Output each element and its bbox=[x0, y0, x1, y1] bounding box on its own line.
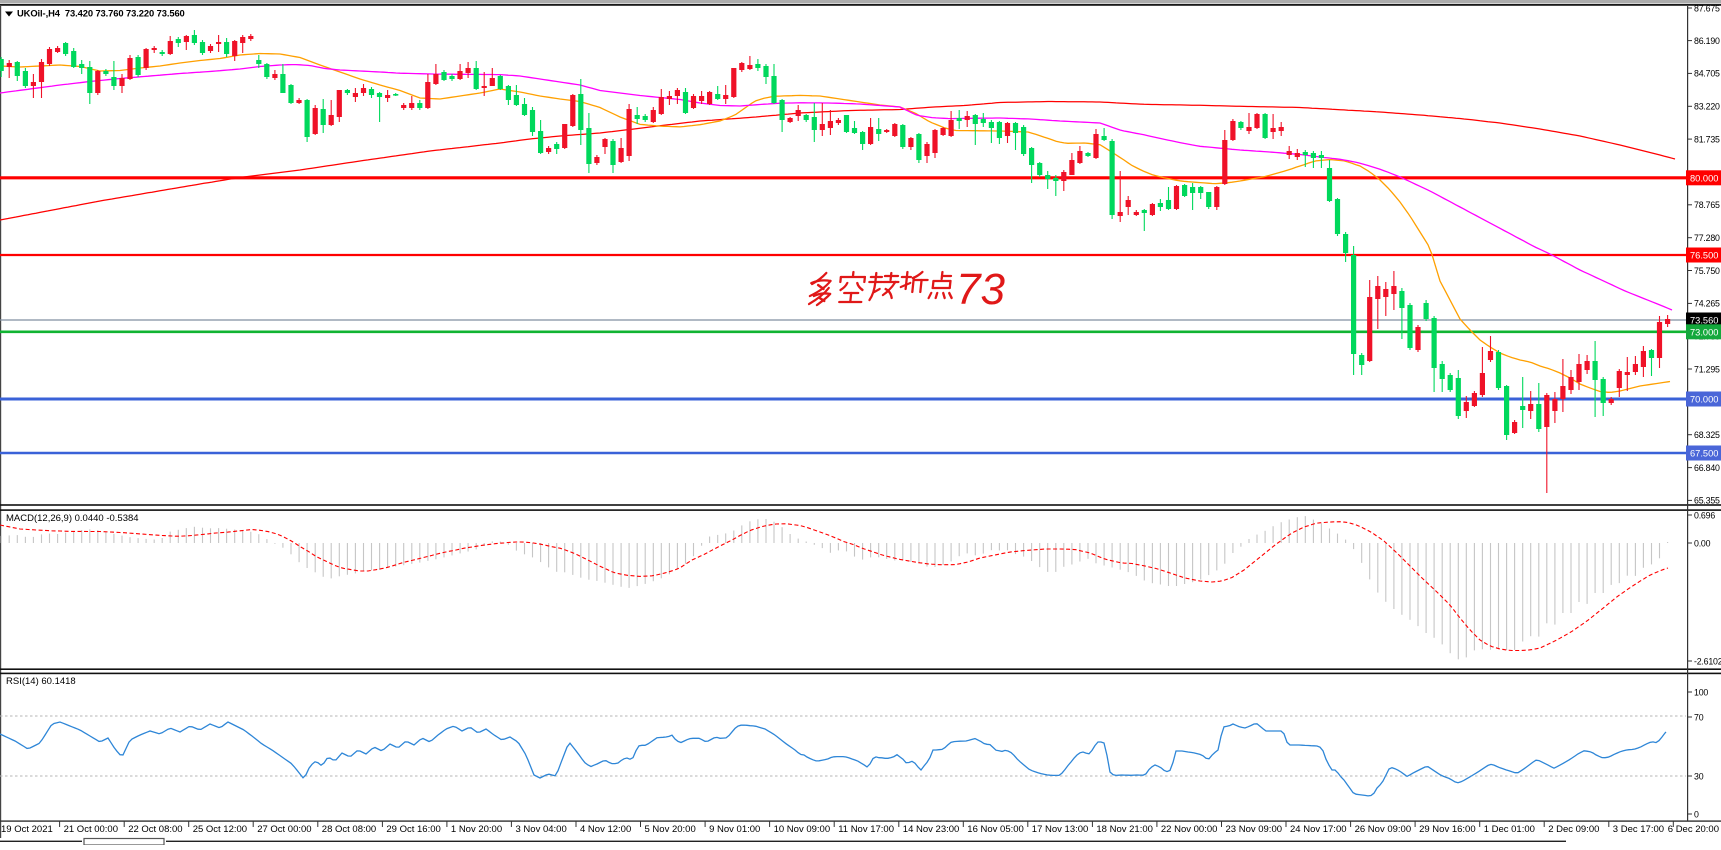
svg-text:25 Oct 12:00: 25 Oct 12:00 bbox=[193, 824, 247, 835]
svg-text:29 Oct 16:00: 29 Oct 16:00 bbox=[386, 824, 440, 835]
svg-text:26 Nov 09:00: 26 Nov 09:00 bbox=[1355, 824, 1412, 835]
svg-text:0: 0 bbox=[1694, 809, 1699, 819]
svg-text:6 Dec 20:00: 6 Dec 20:00 bbox=[1668, 824, 1719, 835]
svg-text:9 Nov 01:00: 9 Nov 01:00 bbox=[709, 824, 760, 835]
svg-text:75.750: 75.750 bbox=[1694, 266, 1720, 276]
svg-text:16 Nov 05:00: 16 Nov 05:00 bbox=[967, 824, 1024, 835]
svg-text:76.500: 76.500 bbox=[1690, 251, 1718, 261]
svg-text:-2.6102: -2.6102 bbox=[1694, 656, 1721, 666]
svg-text:27 Oct 00:00: 27 Oct 00:00 bbox=[257, 824, 311, 835]
svg-text:1 Nov 20:00: 1 Nov 20:00 bbox=[451, 824, 502, 835]
svg-text:77.280: 77.280 bbox=[1694, 233, 1720, 243]
svg-text:29 Nov 16:00: 29 Nov 16:00 bbox=[1419, 824, 1476, 835]
svg-text:84.705: 84.705 bbox=[1694, 69, 1720, 79]
svg-text:87.675: 87.675 bbox=[1694, 3, 1720, 13]
svg-text:73.560: 73.560 bbox=[1690, 316, 1718, 326]
svg-text:30: 30 bbox=[1694, 771, 1704, 781]
svg-text:73: 73 bbox=[956, 265, 1005, 314]
svg-text:74.265: 74.265 bbox=[1694, 299, 1720, 309]
svg-text:3 Dec 17:00: 3 Dec 17:00 bbox=[1613, 824, 1664, 835]
svg-text:68.325: 68.325 bbox=[1694, 430, 1720, 440]
svg-text:1 Dec 01:00: 1 Dec 01:00 bbox=[1484, 824, 1535, 835]
svg-text:78.765: 78.765 bbox=[1694, 200, 1720, 210]
svg-text:66.840: 66.840 bbox=[1694, 463, 1720, 473]
svg-text:RSI(14) 60.1418: RSI(14) 60.1418 bbox=[6, 676, 76, 687]
svg-text:23 Nov 09:00: 23 Nov 09:00 bbox=[1226, 824, 1283, 835]
svg-text:17 Nov 13:00: 17 Nov 13:00 bbox=[1032, 824, 1089, 835]
svg-text:22 Nov 00:00: 22 Nov 00:00 bbox=[1161, 824, 1218, 835]
svg-text:11 Nov 17:00: 11 Nov 17:00 bbox=[838, 824, 894, 835]
svg-text:71.295: 71.295 bbox=[1694, 364, 1720, 374]
svg-text:5 Nov 20:00: 5 Nov 20:00 bbox=[645, 824, 696, 835]
svg-text:UKOil-,H4 73.420 73.760 73.22: UKOil-,H4 73.420 73.760 73.220 73.560 bbox=[17, 8, 185, 19]
svg-text:73.000: 73.000 bbox=[1690, 327, 1718, 337]
svg-text:81.735: 81.735 bbox=[1694, 134, 1720, 144]
svg-text:19 Oct 2021: 19 Oct 2021 bbox=[1, 824, 53, 835]
svg-text:2 Dec 09:00: 2 Dec 09:00 bbox=[1548, 824, 1599, 835]
svg-text:0.00: 0.00 bbox=[1694, 538, 1711, 548]
svg-text:MACD(12,26,9) 0.0440 -0.5384: MACD(12,26,9) 0.0440 -0.5384 bbox=[6, 513, 139, 524]
svg-text:10 Nov 09:00: 10 Nov 09:00 bbox=[774, 824, 831, 835]
svg-text:28 Oct 08:00: 28 Oct 08:00 bbox=[322, 824, 376, 835]
svg-text:4 Nov 12:00: 4 Nov 12:00 bbox=[580, 824, 631, 835]
svg-text:70.000: 70.000 bbox=[1690, 395, 1718, 405]
svg-text:65.355: 65.355 bbox=[1694, 496, 1720, 506]
svg-text:86.190: 86.190 bbox=[1694, 36, 1720, 46]
svg-text:83.220: 83.220 bbox=[1694, 102, 1720, 112]
svg-text:24 Nov 17:00: 24 Nov 17:00 bbox=[1290, 824, 1347, 835]
svg-text:18 Nov 21:00: 18 Nov 21:00 bbox=[1096, 824, 1153, 835]
svg-text:3 Nov 04:00: 3 Nov 04:00 bbox=[516, 824, 567, 835]
svg-text:100: 100 bbox=[1694, 687, 1708, 697]
svg-text:21 Oct 00:00: 21 Oct 00:00 bbox=[64, 824, 118, 835]
svg-text:0.696: 0.696 bbox=[1694, 510, 1715, 520]
svg-text:14 Nov 23:00: 14 Nov 23:00 bbox=[903, 824, 960, 835]
svg-text:67.500: 67.500 bbox=[1690, 449, 1718, 459]
svg-text:80.000: 80.000 bbox=[1690, 173, 1718, 183]
svg-text:22 Oct 08:00: 22 Oct 08:00 bbox=[128, 824, 182, 835]
svg-text:70: 70 bbox=[1694, 712, 1704, 722]
